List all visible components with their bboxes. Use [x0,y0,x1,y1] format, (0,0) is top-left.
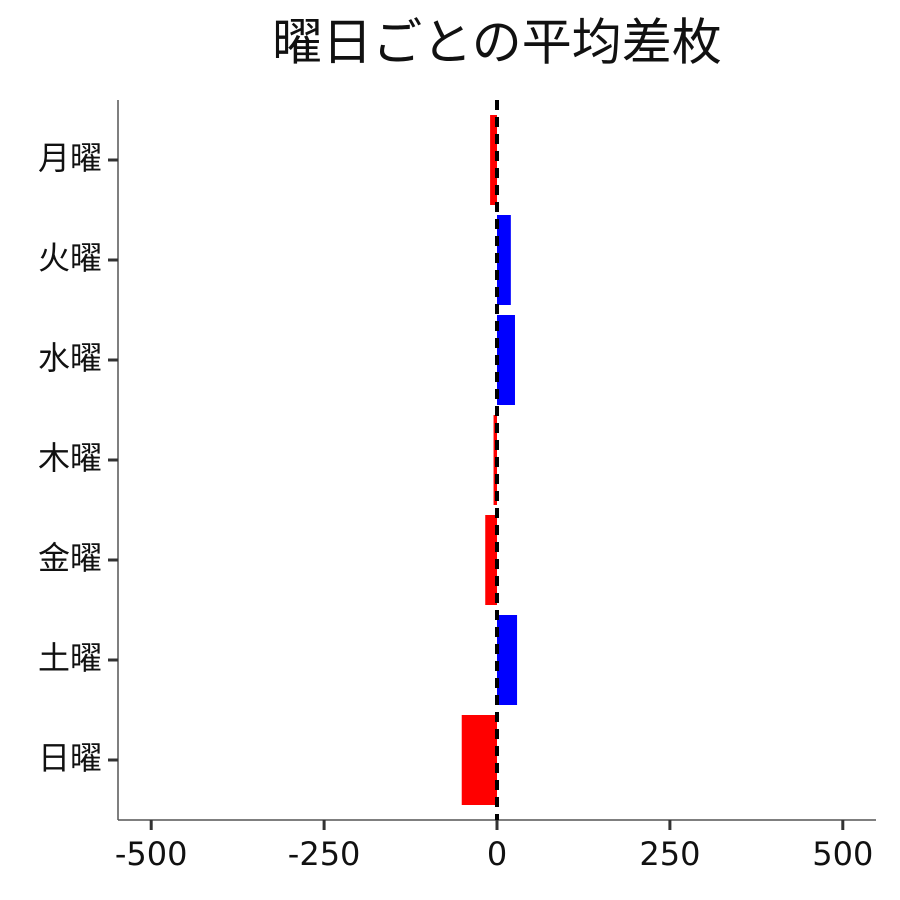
x-tick-label: -250 [288,835,361,873]
x-tick-label: 500 [812,835,873,873]
x-tick-label: -500 [115,835,188,873]
bar [497,215,511,305]
chart-title: 曜日ごとの平均差枚 [272,14,722,72]
bar [461,715,497,805]
bar [490,115,497,205]
bar [485,515,497,605]
bar [497,615,518,705]
y-tick-label: 火曜 [38,239,102,277]
y-tick-label: 土曜 [38,639,102,677]
y-tick-label: 木曜 [38,439,102,477]
bar [497,315,515,405]
y-tick-label: 月曜 [38,139,102,177]
x-tick-label: 0 [487,835,507,873]
y-tick-label: 金曜 [38,539,102,577]
y-tick-label: 水曜 [38,339,102,377]
y-tick-label: 日曜 [38,739,102,777]
x-tick-label: 250 [639,835,700,873]
